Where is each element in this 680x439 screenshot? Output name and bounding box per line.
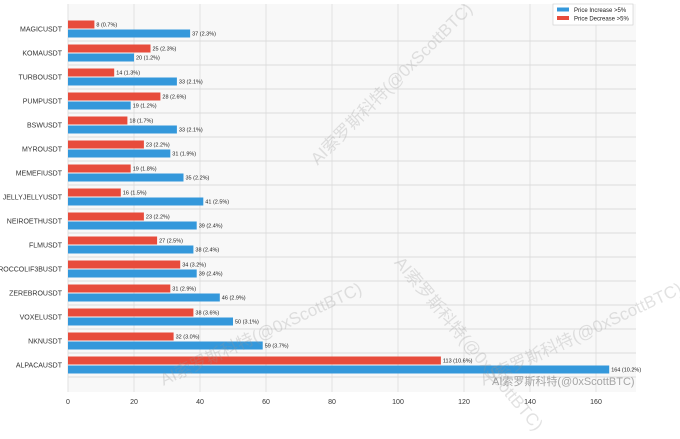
y-tick-label: MAGICUSDT [20,27,63,34]
data-label: 39 (2.4%) [199,272,223,278]
data-label: 59 (3.7%) [265,344,289,350]
data-label: 28 (2.6%) [162,95,186,101]
bar-decrease [68,356,441,365]
data-label: 33 (2.1%) [179,128,203,134]
legend-label: Price Increase >5% [574,8,627,14]
legend [552,3,634,26]
y-tick-label: VOXELUSDT [20,315,63,322]
y-tick-label: ALPACAUSDT [16,363,63,370]
data-label: 23 (2.2%) [146,215,170,221]
bar-decrease [68,236,158,245]
bar-decrease [68,92,161,101]
bar-increase [68,77,177,86]
data-label: 113 (10.6%) [443,359,473,365]
bar-decrease [68,140,144,149]
x-tick-label: 100 [392,399,404,406]
data-label: 27 (2.5%) [159,239,183,245]
bar-increase [68,149,171,158]
data-label: 31 (2.9%) [172,287,196,293]
data-label: 38 (2.4%) [195,248,219,254]
bar-decrease [68,116,128,125]
data-label: 14 (1.3%) [116,71,140,77]
x-tick-label: 80 [328,399,336,406]
bar-increase [68,173,184,182]
data-label: 39 (2.4%) [199,224,223,230]
bar-decrease [68,68,115,77]
data-label: 18 (1.7%) [129,119,153,125]
bar-decrease [68,164,131,173]
bar-increase [68,53,134,62]
data-label: 32 (3.0%) [176,335,200,341]
data-label: 37 (2.3%) [192,32,216,38]
x-tick-label: 60 [262,399,270,406]
bar-increase [68,29,191,38]
y-tick-label: TURBOUSDT [18,75,62,82]
y-tick-label: NEIROETHUSDT [7,219,63,226]
data-label: 16 (1.5%) [123,191,147,197]
bar-decrease [68,260,181,269]
data-label: 19 (1.8%) [133,167,157,173]
y-tick-label: MYROUSDT [22,147,63,154]
x-tick-label: 120 [458,399,470,406]
data-label: 19 (1.2%) [133,104,157,110]
y-tick-label: ZEREBROUSDT [9,291,63,298]
data-label: 23 (2.2%) [146,143,170,149]
y-tick-label: MEMEFIUSDT [16,171,63,178]
bar-increase [68,197,204,206]
data-label: 35 (2.2%) [186,176,210,182]
bar-decrease [68,308,194,317]
bar-increase [68,245,194,254]
bar-increase [68,101,131,110]
bar-increase [68,341,263,350]
x-tick-label: 20 [130,399,138,406]
y-tick-label: KOMAUSDT [22,51,62,58]
x-tick-label: 140 [524,399,536,406]
data-label: 20 (1.2%) [136,56,160,62]
bar-decrease [68,20,95,29]
bar-increase [68,269,197,278]
y-tick-label: BSWUSDT [27,123,63,130]
data-label: 46 (2.9%) [222,296,246,302]
bar-decrease [68,212,144,221]
bar-decrease [68,284,171,293]
data-label: 50 (3.1%) [235,320,259,326]
legend-swatch [557,7,569,12]
bar-decrease [68,44,151,53]
bar-increase [68,317,233,326]
legend-swatch [557,16,569,20]
bar-increase [68,125,177,134]
bar-increase [68,221,197,230]
data-label: 8 (0.7%) [96,23,117,29]
x-tick-label: 160 [590,399,602,406]
y-tick-label: PUMPUSDT [23,99,63,106]
y-tick-label: NKNUSDT [28,339,63,346]
x-tick-label: 40 [196,399,204,406]
bar-decrease [68,188,121,197]
data-label: 25 (2.3%) [153,47,177,53]
legend-label: Price Decrease >5% [574,17,630,23]
y-tick-label: FLMUSDT [29,243,63,250]
data-label: 38 (3.6%) [195,311,219,317]
data-label: 164 (10.2%) [611,368,641,374]
y-tick-label: BROCCOLIF3BUSDT [0,267,63,274]
data-label: 31 (1.9%) [172,152,196,158]
bar-increase [68,365,610,374]
data-label: 41 (2.5%) [205,200,229,206]
data-label: 34 (3.2%) [182,263,206,269]
y-tick-label: JELLYJELLYUSDT [3,195,63,202]
bar-increase [68,293,220,302]
bar-decrease [68,332,174,341]
x-tick-label: 0 [66,399,70,406]
data-label: 33 (2.1%) [179,80,203,86]
